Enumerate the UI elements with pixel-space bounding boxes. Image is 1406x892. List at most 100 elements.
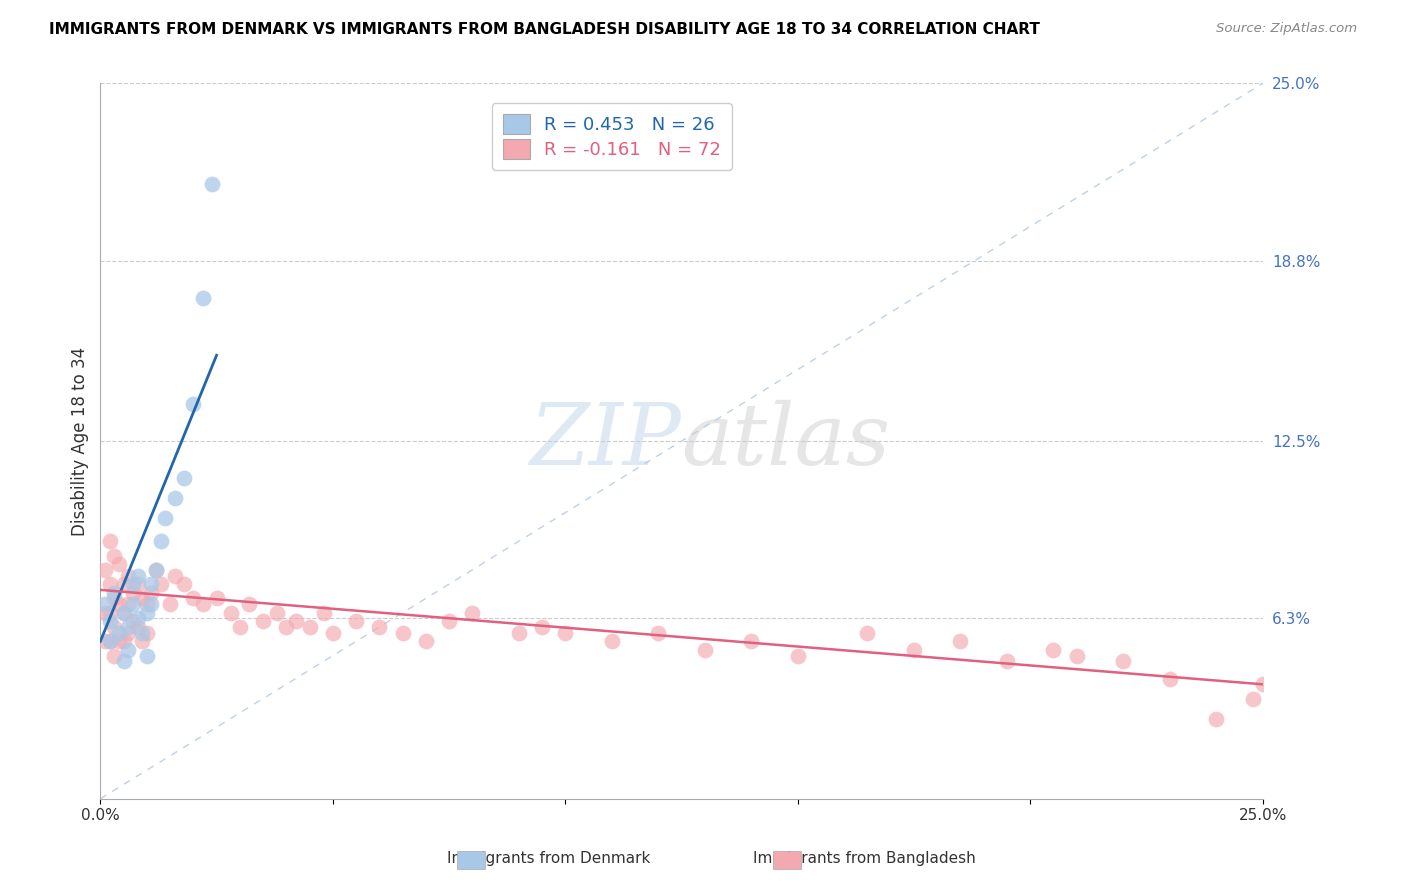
Point: [131, 591, 153, 606]
Text: Immigrants from Denmark: Immigrants from Denmark: [447, 851, 650, 865]
Point: [1042, 643, 1064, 657]
Point: [94, 597, 117, 611]
Point: [108, 557, 131, 571]
Text: Immigrants from Bangladesh: Immigrants from Bangladesh: [754, 851, 976, 865]
Point: [693, 643, 716, 657]
Point: [322, 625, 344, 640]
Point: [117, 568, 139, 582]
Point: [312, 606, 335, 620]
Point: [229, 620, 252, 634]
Point: [131, 634, 153, 648]
Point: [117, 597, 139, 611]
Point: [117, 643, 139, 657]
Point: [461, 606, 484, 620]
Point: [740, 634, 762, 648]
Point: [252, 615, 274, 629]
Point: [191, 291, 214, 305]
Point: [368, 620, 391, 634]
Text: Source: ZipAtlas.com: Source: ZipAtlas.com: [1216, 22, 1357, 36]
Point: [122, 586, 145, 600]
Point: [183, 397, 205, 411]
Point: [344, 615, 367, 629]
Point: [530, 620, 553, 634]
Point: [98, 634, 121, 648]
Point: [117, 620, 139, 634]
Point: [112, 577, 135, 591]
Text: atlas: atlas: [682, 400, 890, 483]
Point: [141, 577, 163, 591]
Point: [127, 577, 149, 591]
Point: [98, 577, 121, 591]
Point: [94, 606, 117, 620]
Point: [1241, 691, 1264, 706]
Point: [276, 620, 298, 634]
Point: [554, 625, 576, 640]
Point: [238, 597, 260, 611]
Point: [98, 634, 121, 648]
Point: [437, 615, 460, 629]
Point: [191, 597, 214, 611]
Point: [1112, 654, 1135, 668]
Point: [103, 586, 125, 600]
Point: [173, 471, 195, 485]
Point: [103, 591, 125, 606]
Point: [903, 643, 925, 657]
Text: IMMIGRANTS FROM DENMARK VS IMMIGRANTS FROM BANGLADESH DISABILITY AGE 18 TO 34 CO: IMMIGRANTS FROM DENMARK VS IMMIGRANTS FR…: [49, 22, 1040, 37]
Point: [995, 654, 1018, 668]
Point: [112, 654, 135, 668]
Point: [1205, 712, 1227, 726]
Point: [94, 634, 117, 648]
Point: [284, 615, 307, 629]
Point: [117, 625, 139, 640]
Point: [163, 491, 186, 506]
Point: [112, 634, 135, 648]
Point: [1066, 648, 1088, 663]
Point: [135, 597, 157, 611]
Point: [159, 597, 181, 611]
Point: [135, 648, 157, 663]
Text: ZIP: ZIP: [530, 400, 682, 483]
Point: [122, 577, 145, 591]
Point: [201, 177, 224, 191]
Point: [122, 615, 145, 629]
Point: [266, 606, 288, 620]
Point: [508, 625, 530, 640]
Point: [131, 625, 153, 640]
Point: [205, 591, 228, 606]
Point: [98, 534, 121, 549]
Point: [415, 634, 437, 648]
Point: [949, 634, 972, 648]
Point: [219, 606, 242, 620]
Point: [856, 625, 879, 640]
Point: [112, 606, 135, 620]
Point: [135, 606, 157, 620]
Point: [103, 648, 125, 663]
Point: [149, 577, 172, 591]
Point: [163, 568, 186, 582]
Point: [103, 549, 125, 563]
Point: [647, 625, 669, 640]
Point: [1251, 677, 1274, 691]
Point: [127, 568, 149, 582]
Point: [98, 615, 121, 629]
Y-axis label: Disability Age 18 to 34: Disability Age 18 to 34: [72, 346, 89, 536]
Point: [94, 563, 117, 577]
Point: [183, 591, 205, 606]
Point: [108, 597, 131, 611]
Point: [149, 534, 172, 549]
Point: [141, 597, 163, 611]
Point: [112, 606, 135, 620]
Point: [145, 563, 167, 577]
Point: [145, 563, 167, 577]
Point: [600, 634, 623, 648]
Legend: R = 0.453   N = 26, R = -0.161   N = 72: R = 0.453 N = 26, R = -0.161 N = 72: [492, 103, 731, 170]
Point: [155, 511, 177, 525]
Point: [122, 597, 145, 611]
Point: [298, 620, 321, 634]
Point: [108, 625, 131, 640]
Point: [127, 620, 149, 634]
Point: [786, 648, 808, 663]
Point: [127, 611, 149, 625]
Point: [98, 606, 121, 620]
Point: [391, 625, 413, 640]
